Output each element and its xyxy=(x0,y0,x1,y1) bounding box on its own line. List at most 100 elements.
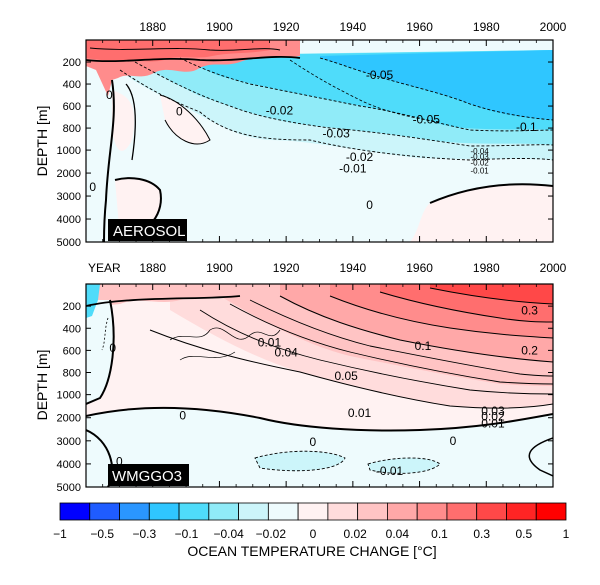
panel-aerosol-ylabel: DEPTH [m] xyxy=(34,106,50,177)
x-tick-label: 1980 xyxy=(473,20,500,34)
contour-label: 0.01 xyxy=(258,336,282,350)
y-tick-label: 5000 xyxy=(57,482,81,494)
colorbar-swatch xyxy=(59,502,91,521)
y-tick-label: 200 xyxy=(63,301,81,313)
panel-wmggo3-ylabel: DEPTH [m] xyxy=(34,350,50,421)
contour-label: -0.1 xyxy=(516,120,537,134)
colorbar-tick-label: −1 xyxy=(53,527,67,541)
contour-label: 0 xyxy=(116,455,123,469)
colorbar: −1 −0.5 −0.3 −0.1 −0.04 −0.02 0 0.02 0.04 0.1 0.3 0… xyxy=(53,502,570,559)
colorbar-swatch xyxy=(238,502,269,521)
panel-wmggo3-badge: WMGGO3 xyxy=(108,464,189,486)
contour-label: 0 xyxy=(366,198,373,212)
y-tick-label: 4000 xyxy=(57,459,81,471)
contour-label: -0.04 xyxy=(470,147,489,156)
colorbar-swatch xyxy=(119,502,150,521)
y-tick-label: 600 xyxy=(63,101,81,113)
contour-label: -0.03 xyxy=(470,152,489,161)
colorbar-swatch xyxy=(267,502,299,521)
contour-label: -0.01 xyxy=(470,167,489,176)
contour-label: 0 xyxy=(109,341,116,355)
x-tick-label: 1900 xyxy=(206,20,233,34)
y-tick-label: 3000 xyxy=(57,191,81,203)
contour-label: -0.02 xyxy=(470,159,489,168)
contour-label: 0 xyxy=(179,408,186,422)
colorbar-tick-label: −0.5 xyxy=(90,527,114,541)
y-tick-label: 2000 xyxy=(57,413,81,425)
contour-label: 0 xyxy=(176,105,183,119)
x-tick-label: 2000 xyxy=(540,20,567,34)
contour-label: -0.01 xyxy=(339,161,367,175)
panel-aerosol-badge: AEROSOL xyxy=(108,219,187,241)
y-tick-label: 4000 xyxy=(57,214,81,226)
y-tick-label: 1000 xyxy=(57,145,81,157)
colorbar-tick-label: −0.04 xyxy=(213,527,244,541)
contour-label: 0.04 xyxy=(274,346,298,360)
contour-label: 0.1 xyxy=(415,339,432,353)
contour-label: 0 xyxy=(450,434,457,448)
colorbar-swatch xyxy=(416,502,448,521)
x-tick-label: 1880 xyxy=(139,20,166,34)
colorbar-tick-label: −0.02 xyxy=(256,527,287,541)
panel-wmggo3-label: WMGGO3 xyxy=(112,468,182,485)
colorbar-swatch xyxy=(357,502,388,521)
x-tick-label: 1960 xyxy=(406,261,433,275)
colorbar-tick-label: 0.04 xyxy=(386,527,410,541)
contour-label: 0.3 xyxy=(521,304,538,318)
x-tick-label: 1900 xyxy=(206,261,233,275)
y-tick-label: 800 xyxy=(63,368,81,380)
colorbar-swatch xyxy=(535,502,567,521)
colorbar-tick-label: −0.3 xyxy=(132,527,156,541)
y-tick-label: 600 xyxy=(63,345,81,357)
colorbar-tick-label: 0.5 xyxy=(515,527,532,541)
contour-label: -0.02 xyxy=(346,150,374,164)
contour-label: 0.01 xyxy=(348,406,372,420)
y-tick-label: 800 xyxy=(63,123,81,135)
contour-label: 0.03 xyxy=(481,404,505,418)
colorbar-tick-label: 1 xyxy=(563,527,570,541)
contour-label: -0.05 xyxy=(366,68,394,82)
colorbar-swatch xyxy=(387,502,418,521)
panel-wmggo3: 1880 1900 1920 1940 1960 1980 2000 200 400 600 80… xyxy=(34,261,567,494)
x-tick-label: 1940 xyxy=(340,261,367,275)
y-tick-label: 200 xyxy=(63,57,81,69)
colorbar-tick-label: 0.3 xyxy=(473,527,490,541)
contour-label: -0.05 xyxy=(413,112,441,126)
colorbar-title: OCEAN TEMPERATURE CHANGE [°C] xyxy=(187,543,436,559)
colorbar-swatch xyxy=(148,502,180,521)
contour-label: -0.02 xyxy=(266,103,294,117)
colorbar-tick-label: 0.02 xyxy=(343,527,367,541)
x-tick-label: 1920 xyxy=(273,20,300,34)
x-tick-label: 1940 xyxy=(340,20,367,34)
contour-label: 0 xyxy=(309,435,316,449)
panel-aerosol: 1880 1900 1920 1940 1960 1980 2000 200 400 600 80… xyxy=(34,20,567,249)
colorbar-swatch xyxy=(327,502,359,521)
contour-label: 0.05 xyxy=(335,369,359,383)
y-tick-label: 5000 xyxy=(57,237,81,249)
colorbar-swatch xyxy=(506,502,537,521)
colorbar-swatch xyxy=(89,502,120,521)
y-tick-label: 400 xyxy=(63,79,81,91)
colorbar-swatch xyxy=(297,502,329,521)
y-tick-label: 400 xyxy=(63,323,81,335)
contour-label: 0.01 xyxy=(481,416,505,430)
panel-aerosol-label: AEROSOL xyxy=(113,223,186,240)
x-tick-label: 2000 xyxy=(540,261,567,275)
contour-label: 0 xyxy=(106,88,113,102)
x-tick-label: 1880 xyxy=(139,261,166,275)
y-tick-label: 1000 xyxy=(57,390,81,402)
colorbar-tick-label: −0.1 xyxy=(175,527,199,541)
contour-label: -0.03 xyxy=(322,127,350,141)
colorbar-swatch xyxy=(208,502,239,521)
colorbar-tick-label: 0.1 xyxy=(431,527,448,541)
y-tick-label: 2000 xyxy=(57,168,81,180)
contour-label: 0 xyxy=(89,180,96,194)
colorbar-swatch xyxy=(446,502,478,521)
colorbar-tick-label: 0 xyxy=(310,527,317,541)
y-tick-label: 3000 xyxy=(57,436,81,448)
x-tick-label: 1920 xyxy=(273,261,300,275)
panel-wmggo3-xlabel: YEAR xyxy=(88,261,121,275)
x-tick-label: 1980 xyxy=(473,261,500,275)
x-tick-label: 1960 xyxy=(406,20,433,34)
